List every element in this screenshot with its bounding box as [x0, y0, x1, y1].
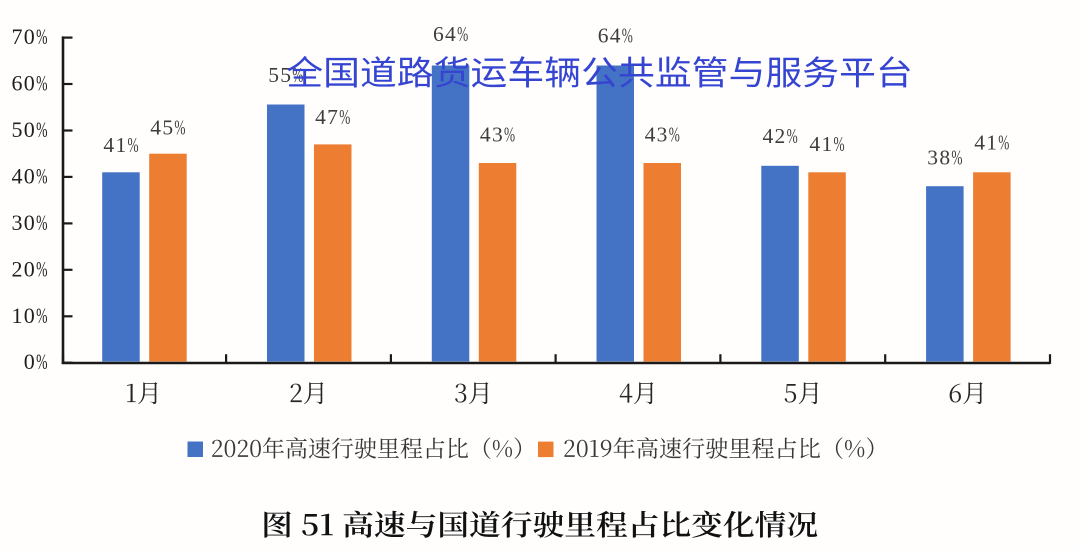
svg-text:41: 41	[809, 132, 833, 156]
svg-text:20: 20	[12, 256, 37, 281]
svg-text:%: %	[128, 133, 139, 157]
svg-text:%: %	[36, 71, 47, 95]
svg-text:%: %	[339, 105, 350, 129]
svg-text:%: %	[504, 122, 515, 146]
svg-text:41: 41	[974, 130, 998, 154]
svg-text:%: %	[457, 22, 468, 46]
svg-text:%: %	[834, 132, 845, 156]
svg-text:%: %	[36, 211, 47, 235]
svg-text:45: 45	[150, 116, 174, 140]
svg-text:55: 55	[268, 63, 292, 87]
svg-text:43: 43	[480, 123, 504, 147]
svg-text:%: %	[787, 124, 798, 148]
svg-text:%: %	[951, 145, 962, 169]
svg-text:41: 41	[103, 133, 127, 157]
svg-text:50: 50	[12, 117, 37, 142]
svg-text:10: 10	[12, 303, 37, 328]
svg-text:%: %	[36, 118, 47, 142]
svg-text:70: 70	[12, 24, 37, 49]
svg-text:42: 42	[763, 124, 787, 148]
svg-text:%: %	[622, 23, 633, 47]
svg-text:47: 47	[315, 105, 339, 129]
svg-text:%: %	[998, 130, 1009, 154]
svg-text:30: 30	[12, 210, 37, 235]
svg-text:%: %	[292, 63, 303, 87]
svg-text:64: 64	[433, 22, 457, 46]
svg-text:%: %	[669, 122, 680, 146]
svg-text:40: 40	[12, 163, 37, 188]
svg-text:0: 0	[24, 349, 36, 374]
svg-text:%: %	[174, 115, 185, 139]
svg-text:64: 64	[598, 24, 622, 48]
svg-text:%: %	[36, 350, 47, 374]
svg-text:%: %	[36, 25, 47, 49]
svg-text:%: %	[36, 257, 47, 281]
svg-text:%: %	[36, 164, 47, 188]
svg-text:%: %	[36, 304, 47, 328]
svg-text:38: 38	[927, 146, 951, 170]
svg-text:43: 43	[645, 123, 669, 147]
svg-text:60: 60	[12, 71, 37, 96]
